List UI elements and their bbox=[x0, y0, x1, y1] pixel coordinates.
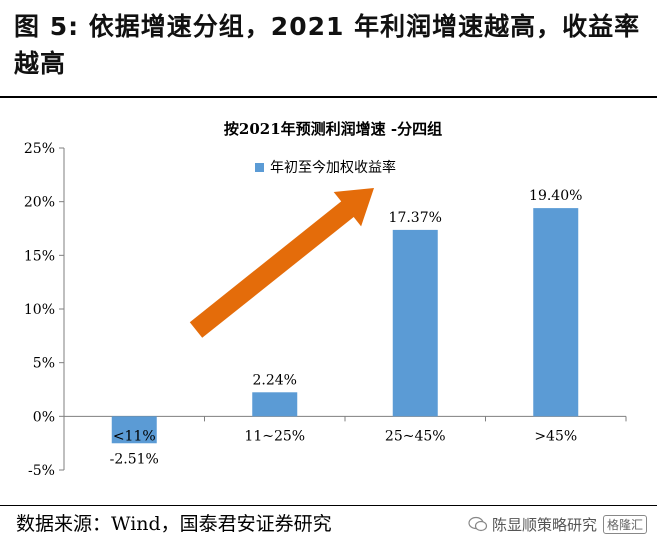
bar bbox=[252, 392, 298, 417]
watermark: 陈显顺策略研究 格隆汇 bbox=[468, 510, 647, 538]
category-label: >45% bbox=[534, 428, 577, 444]
y-tick-label: 0% bbox=[33, 409, 55, 425]
data-label: 17.37% bbox=[389, 210, 442, 226]
category-label: <11% bbox=[113, 428, 156, 444]
data-label: 19.40% bbox=[529, 188, 582, 204]
legend-label: 年初至今加权收益率 bbox=[270, 159, 396, 176]
y-tick-label: 20% bbox=[24, 195, 55, 211]
bar bbox=[111, 416, 157, 444]
trend-arrow-layer bbox=[189, 188, 374, 338]
legend-swatch bbox=[255, 163, 264, 172]
axis-layer: -5% 0% 5% 10% 15% 20% 25% bbox=[24, 141, 627, 479]
watermark-text: 陈显顺策略研究 bbox=[491, 515, 597, 534]
category-label: 25~45% bbox=[385, 428, 446, 444]
legend: 年初至今加权收益率 bbox=[255, 159, 396, 176]
labels-layer: -2.51% <11% 2.24% 11~25% 17.37% 25~45% 19.40% >… bbox=[110, 188, 583, 467]
top-rule bbox=[0, 96, 657, 98]
source-note: 数据来源：Wind，国泰君安证券研究 bbox=[16, 513, 332, 535]
y-tick-label: -5% bbox=[28, 463, 55, 479]
data-label: 2.24% bbox=[253, 372, 297, 388]
bottom-rule bbox=[0, 505, 657, 506]
bar bbox=[533, 208, 579, 417]
chart-title: 按2021年预测利润增速 -分四组 bbox=[224, 120, 442, 138]
bar-chart: 按2021年预测利润增速 -分四组 年初至今加权收益率 -5% 0% 5% 10% 15… bbox=[24, 120, 627, 479]
data-label: -2.51% bbox=[110, 451, 159, 467]
bars-layer bbox=[111, 208, 579, 444]
figure-title: 图 5: 依据增速分组，2021 年利润增速越高，收益率越高 bbox=[14, 12, 641, 78]
trend-arrow bbox=[189, 188, 374, 338]
category-label: 11~25% bbox=[244, 428, 305, 444]
watermark-badge: 格隆汇 bbox=[602, 514, 647, 534]
y-tick-label: 5% bbox=[33, 356, 55, 372]
bar bbox=[392, 229, 438, 417]
y-tick-label: 25% bbox=[24, 141, 55, 157]
wechat-icon bbox=[468, 516, 488, 532]
y-tick-label: 15% bbox=[24, 248, 55, 264]
y-tick-label: 10% bbox=[24, 302, 55, 318]
